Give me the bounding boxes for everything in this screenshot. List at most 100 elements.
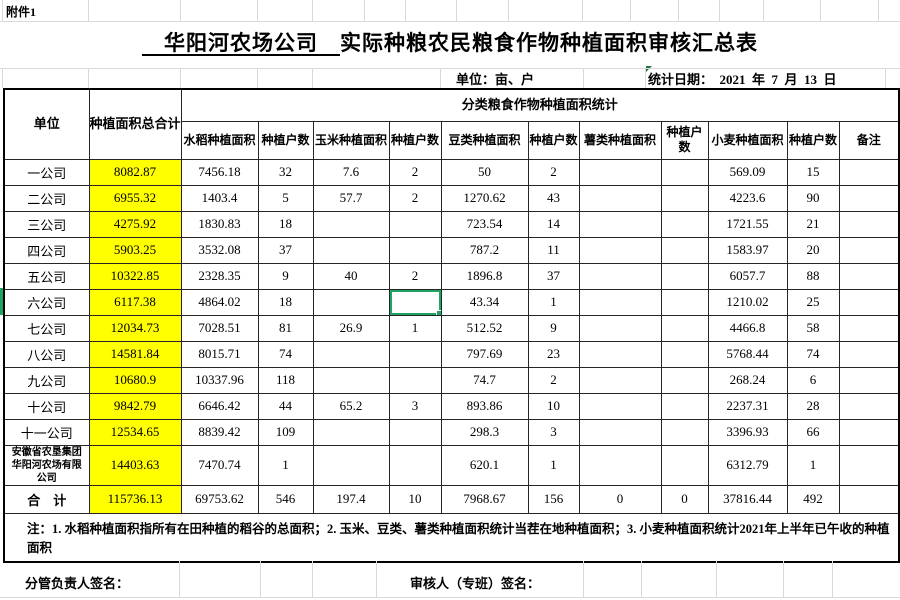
data-cell[interactable]: 5768.44: [707, 340, 788, 368]
data-cell[interactable]: [312, 444, 390, 486]
data-cell[interactable]: 2: [388, 158, 442, 186]
data-cell[interactable]: [838, 288, 900, 316]
data-cell[interactable]: 7470.74: [180, 444, 259, 486]
data-cell[interactable]: [838, 262, 900, 290]
data-cell[interactable]: [578, 184, 662, 212]
data-cell[interactable]: [388, 340, 442, 368]
data-cell[interactable]: 4466.8: [707, 314, 788, 342]
total-area-cell[interactable]: 10322.85: [88, 262, 182, 290]
data-cell[interactable]: 1210.02: [707, 288, 788, 316]
total-area-cell[interactable]: 6955.32: [88, 184, 182, 212]
header-category-span[interactable]: 分类粮食作物种植面积统计: [180, 88, 900, 122]
row-label-cell[interactable]: 二公司: [3, 184, 90, 212]
data-cell[interactable]: 10337.96: [180, 366, 259, 394]
data-cell[interactable]: 18: [257, 288, 314, 316]
data-cell[interactable]: 2: [388, 262, 442, 290]
data-cell[interactable]: [660, 184, 709, 212]
data-cell[interactable]: 10: [527, 392, 580, 420]
data-cell[interactable]: [578, 340, 662, 368]
data-cell[interactable]: [660, 288, 709, 316]
data-cell[interactable]: 0: [578, 484, 662, 514]
data-cell[interactable]: 20: [786, 236, 840, 264]
data-cell[interactable]: 21: [786, 210, 840, 238]
data-cell[interactable]: 569.09: [707, 158, 788, 186]
data-cell[interactable]: 3: [527, 418, 580, 446]
data-cell[interactable]: [388, 236, 442, 264]
data-cell[interactable]: [660, 418, 709, 446]
data-cell[interactable]: 2: [388, 184, 442, 212]
row-label-cell[interactable]: 安徽省农垦集团华阳河农场有限公司: [3, 444, 90, 486]
data-cell[interactable]: 787.2: [440, 236, 529, 264]
data-cell[interactable]: [578, 392, 662, 420]
data-cell[interactable]: 723.54: [440, 210, 529, 238]
header-corn-area[interactable]: 玉米种植面积: [312, 120, 390, 160]
header-total-area[interactable]: 种植面积总合计: [88, 88, 182, 160]
total-area-cell[interactable]: 14581.84: [88, 340, 182, 368]
header-wheat-area[interactable]: 小麦种植面积: [707, 120, 788, 160]
data-cell[interactable]: 1: [527, 444, 580, 486]
total-area-cell[interactable]: 8082.87: [88, 158, 182, 186]
total-area-cell[interactable]: 10680.9: [88, 366, 182, 394]
data-cell[interactable]: 65.2: [312, 392, 390, 420]
row-label-cell[interactable]: 三公司: [3, 210, 90, 238]
data-cell[interactable]: [388, 444, 442, 486]
data-cell[interactable]: 197.4: [312, 484, 390, 514]
data-cell[interactable]: [312, 340, 390, 368]
data-cell[interactable]: 797.69: [440, 340, 529, 368]
data-cell[interactable]: 6646.42: [180, 392, 259, 420]
row-label-cell[interactable]: 六公司: [3, 288, 90, 316]
data-cell[interactable]: [578, 418, 662, 446]
selected-cell[interactable]: [388, 288, 442, 316]
data-cell[interactable]: [838, 210, 900, 238]
data-cell[interactable]: 15: [786, 158, 840, 186]
data-cell[interactable]: [838, 418, 900, 446]
data-cell[interactable]: 50: [440, 158, 529, 186]
data-cell[interactable]: 58: [786, 314, 840, 342]
data-cell[interactable]: 7028.51: [180, 314, 259, 342]
data-cell[interactable]: 23: [527, 340, 580, 368]
header-remarks[interactable]: 备注: [838, 120, 900, 160]
data-cell[interactable]: [838, 340, 900, 368]
data-cell[interactable]: [312, 236, 390, 264]
data-cell[interactable]: 1: [786, 444, 840, 486]
data-cell[interactable]: 5: [257, 184, 314, 212]
data-cell[interactable]: 2: [527, 158, 580, 186]
data-cell[interactable]: [312, 366, 390, 394]
data-cell[interactable]: 10: [388, 484, 442, 514]
data-cell[interactable]: [578, 366, 662, 394]
header-corn-households[interactable]: 种植户数: [388, 120, 442, 160]
data-cell[interactable]: 1896.8: [440, 262, 529, 290]
data-cell[interactable]: [838, 484, 900, 514]
data-cell[interactable]: [838, 158, 900, 186]
total-area-cell[interactable]: 9842.79: [88, 392, 182, 420]
data-cell[interactable]: 37: [257, 236, 314, 264]
data-cell[interactable]: [312, 418, 390, 446]
data-cell[interactable]: 88: [786, 262, 840, 290]
data-cell[interactable]: 40: [312, 262, 390, 290]
data-cell[interactable]: 1583.97: [707, 236, 788, 264]
data-cell[interactable]: 6312.79: [707, 444, 788, 486]
header-potato-households[interactable]: 种植户数: [660, 120, 709, 160]
data-cell[interactable]: [312, 288, 390, 316]
data-cell[interactable]: [838, 184, 900, 212]
total-area-cell[interactable]: 115736.13: [88, 484, 182, 514]
data-cell[interactable]: 32: [257, 158, 314, 186]
data-cell[interactable]: 66: [786, 418, 840, 446]
data-cell[interactable]: [660, 444, 709, 486]
data-cell[interactable]: [388, 418, 442, 446]
data-cell[interactable]: 1: [257, 444, 314, 486]
data-cell[interactable]: 0: [660, 484, 709, 514]
data-cell[interactable]: [660, 236, 709, 264]
data-cell[interactable]: 3: [388, 392, 442, 420]
row-label-cell[interactable]: 四公司: [3, 236, 90, 264]
data-cell[interactable]: [838, 444, 900, 486]
data-cell[interactable]: 620.1: [440, 444, 529, 486]
data-cell[interactable]: 37: [527, 262, 580, 290]
data-cell[interactable]: 69753.62: [180, 484, 259, 514]
data-cell[interactable]: [578, 288, 662, 316]
data-cell[interactable]: [578, 158, 662, 186]
data-cell[interactable]: [660, 314, 709, 342]
data-cell[interactable]: 298.3: [440, 418, 529, 446]
data-cell[interactable]: [838, 236, 900, 264]
data-cell[interactable]: [578, 236, 662, 264]
